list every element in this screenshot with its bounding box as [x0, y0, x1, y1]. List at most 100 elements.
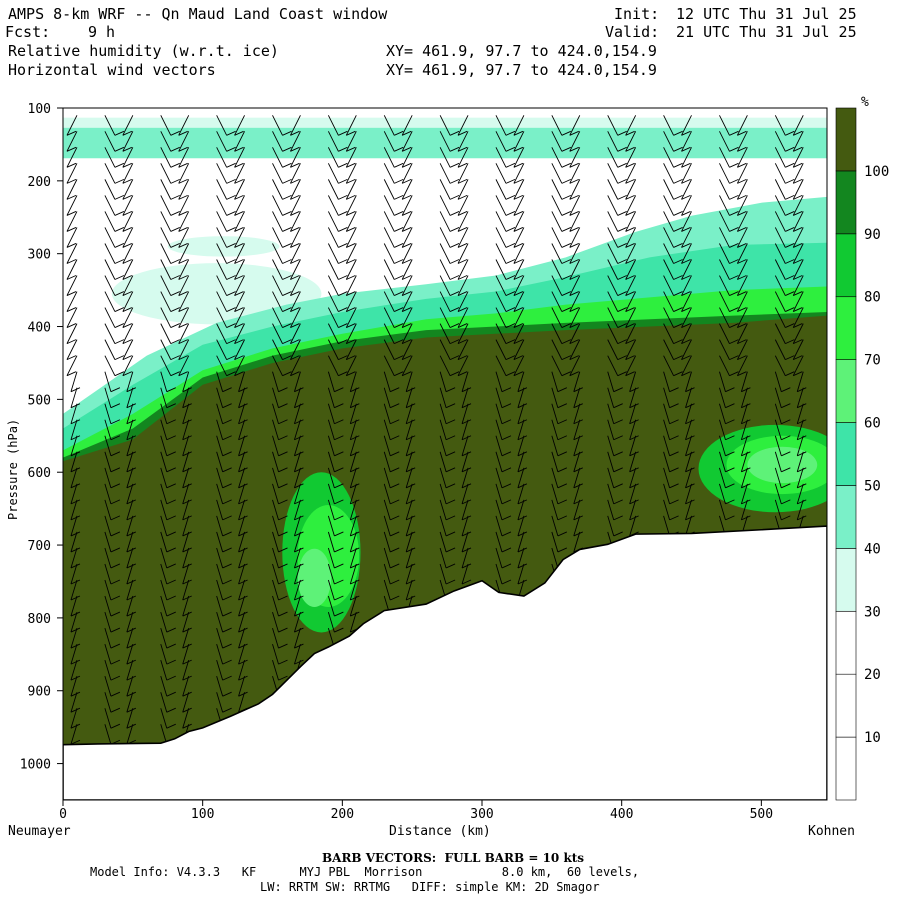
wind-barb-flag	[70, 531, 81, 537]
wind-barb-staff	[719, 387, 726, 408]
wind-barb-flag	[401, 323, 412, 328]
wind-barb-flag	[334, 515, 344, 521]
wind-barb-flag	[350, 611, 360, 617]
wind-barb-flag	[390, 595, 400, 601]
wind-barb-staff	[349, 563, 357, 585]
wind-barb-flag	[461, 451, 472, 457]
wind-barb-flag	[681, 178, 691, 184]
wind-barb-flag	[505, 323, 516, 328]
wind-barb-flag	[625, 339, 635, 345]
wind-barb-staff	[629, 387, 637, 408]
wind-barb-staff	[290, 147, 301, 168]
wind-barb-flag	[505, 227, 516, 232]
wind-barb-flag	[170, 162, 180, 168]
wind-barb-staff	[294, 611, 301, 633]
wind-barb-flag	[126, 547, 137, 553]
wind-barb-staff	[126, 563, 134, 585]
wind-barb-flag	[797, 435, 807, 441]
wind-barb-flag	[178, 210, 188, 216]
wind-barb-flag	[222, 579, 232, 585]
wind-barb-flag	[126, 435, 137, 441]
wind-barb-staff	[736, 115, 748, 136]
wind-barb-staff	[774, 339, 786, 360]
wind-barb-flag	[445, 579, 456, 585]
wind-barb-staff	[405, 403, 413, 424]
model-info: Model Info: V4.3.3 KF MYJ PBL Morrison 8…	[90, 865, 640, 879]
wind-barb-staff	[216, 307, 228, 328]
wind-barb-flag	[793, 210, 803, 216]
wind-barb-flag	[613, 499, 623, 505]
wind-barb-staff	[272, 579, 279, 601]
wind-barb-flag	[561, 355, 572, 361]
wind-barb-staff	[327, 227, 339, 248]
wind-barb-flag	[781, 499, 791, 505]
wind-barb-flag	[338, 227, 348, 232]
wind-barb-staff	[272, 563, 279, 585]
wind-barb-flag	[569, 178, 579, 184]
wind-barb-flag	[126, 643, 137, 649]
wind-barb-staff	[182, 483, 190, 504]
wind-barb-flag	[390, 419, 400, 425]
wind-barb-staff	[401, 227, 413, 248]
wind-barb-staff	[178, 307, 190, 328]
wind-barb-flag	[226, 130, 236, 136]
wind-barb-staff	[182, 643, 190, 665]
wind-barb-staff	[569, 211, 581, 232]
wind-barb-staff	[238, 547, 246, 569]
wind-barb-staff	[663, 147, 674, 168]
wind-barb-staff	[405, 515, 413, 537]
wind-barb-flag	[226, 371, 236, 377]
wind-barb-staff	[461, 451, 469, 472]
wind-barb-staff	[736, 259, 748, 280]
wind-barb-flag	[629, 467, 639, 473]
wind-barb-staff	[160, 339, 172, 360]
wind-barb-staff	[663, 339, 674, 360]
wind-barb-flag	[282, 307, 292, 312]
wind-barb-flag	[290, 194, 300, 200]
wind-barb-staff	[122, 259, 134, 280]
wind-barb-flag	[729, 227, 739, 232]
colorbar-unit: %	[861, 95, 869, 110]
wind-barb-staff	[238, 371, 246, 392]
wind-barb-staff	[439, 403, 447, 424]
wind-barb-flag	[513, 339, 524, 345]
wind-barb-flag	[166, 723, 176, 729]
wind-barb-staff	[126, 371, 134, 392]
wind-barb-staff	[70, 403, 78, 424]
wind-barb-flag	[449, 178, 460, 184]
wind-barb-staff	[495, 531, 503, 553]
wind-barb-staff	[216, 419, 224, 440]
wind-barb-flag	[445, 387, 456, 393]
colorbar-segment	[835, 610, 857, 675]
wind-barb-flag	[729, 130, 739, 136]
wind-barb-flag	[294, 467, 304, 473]
wind-barb-flag	[725, 451, 735, 457]
wind-barb-staff	[70, 708, 78, 729]
wind-barb-flag	[346, 371, 356, 377]
wind-barb-flag	[625, 210, 635, 216]
wind-barb-flag	[238, 691, 248, 697]
wind-barb-flag	[234, 162, 244, 168]
wind-barb-staff	[122, 323, 134, 344]
wind-barb-staff	[178, 227, 190, 248]
wind-barb-staff	[160, 163, 172, 184]
wind-barb-flag	[685, 387, 695, 393]
wind-barb-staff	[405, 371, 413, 392]
wind-barb-staff	[104, 419, 112, 440]
wind-barb-staff	[513, 179, 525, 200]
wind-barb-staff	[327, 323, 339, 344]
wind-barb-flag	[346, 178, 356, 184]
wind-barb-flag	[394, 178, 404, 184]
wind-barb-staff	[625, 323, 637, 344]
wind-barb-flag	[741, 419, 751, 425]
wind-barb-staff	[216, 563, 224, 585]
wind-barb-flag	[401, 371, 412, 377]
wind-barb-flag	[222, 595, 232, 601]
wind-barb-flag	[290, 243, 300, 248]
wind-barb-staff	[104, 403, 112, 424]
wind-barb-staff	[216, 371, 224, 392]
wind-barb-staff	[681, 243, 692, 264]
wind-barb-flag	[222, 627, 232, 633]
wind-barb-flag	[449, 323, 460, 328]
wind-barb-flag	[70, 419, 81, 425]
